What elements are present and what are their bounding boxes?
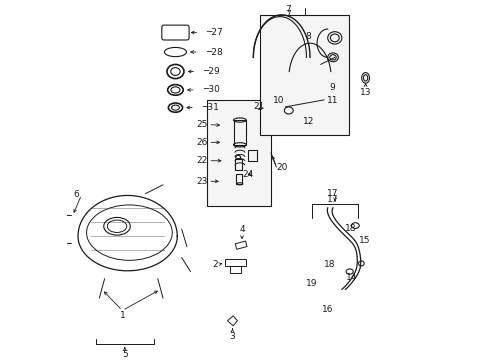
Text: 10: 10: [272, 96, 284, 105]
Text: 26: 26: [196, 138, 207, 147]
Bar: [234, 159, 242, 170]
Text: ─27: ─27: [206, 28, 223, 37]
Text: 1: 1: [119, 311, 125, 320]
Text: 12: 12: [302, 117, 313, 126]
Text: ─31: ─31: [202, 103, 219, 112]
Bar: [247, 150, 256, 161]
Text: ─28: ─28: [205, 48, 222, 57]
Text: 24: 24: [242, 170, 253, 179]
Text: 15: 15: [358, 236, 370, 245]
Bar: [207, 100, 270, 206]
Text: 21: 21: [253, 103, 264, 112]
Bar: [260, 15, 348, 135]
Text: 22: 22: [196, 156, 207, 165]
Text: 18: 18: [323, 260, 335, 269]
Text: 2: 2: [212, 260, 218, 269]
Text: 8: 8: [305, 32, 310, 41]
Text: 19: 19: [305, 279, 317, 288]
Bar: [224, 259, 245, 266]
Text: 5: 5: [122, 350, 127, 359]
Text: 16: 16: [321, 305, 333, 314]
Text: ─29: ─29: [203, 67, 220, 76]
Text: 25: 25: [196, 120, 207, 129]
Text: 6: 6: [73, 190, 79, 199]
Text: 11: 11: [326, 96, 337, 105]
Text: 9: 9: [329, 83, 334, 92]
Text: 3: 3: [229, 332, 235, 341]
Bar: [236, 174, 242, 184]
Text: 7: 7: [284, 5, 290, 14]
Text: 14: 14: [345, 273, 356, 282]
Text: 13: 13: [359, 87, 370, 96]
Text: 4: 4: [239, 225, 244, 234]
Bar: [233, 120, 246, 145]
Text: 23: 23: [196, 177, 207, 186]
Text: 17: 17: [326, 195, 337, 204]
Text: 7: 7: [284, 10, 290, 19]
Text: 20: 20: [275, 163, 287, 172]
Bar: [229, 266, 240, 273]
Text: 17: 17: [326, 189, 337, 198]
Text: ─30: ─30: [203, 85, 219, 94]
Bar: [235, 241, 246, 249]
Text: 18: 18: [344, 224, 356, 233]
